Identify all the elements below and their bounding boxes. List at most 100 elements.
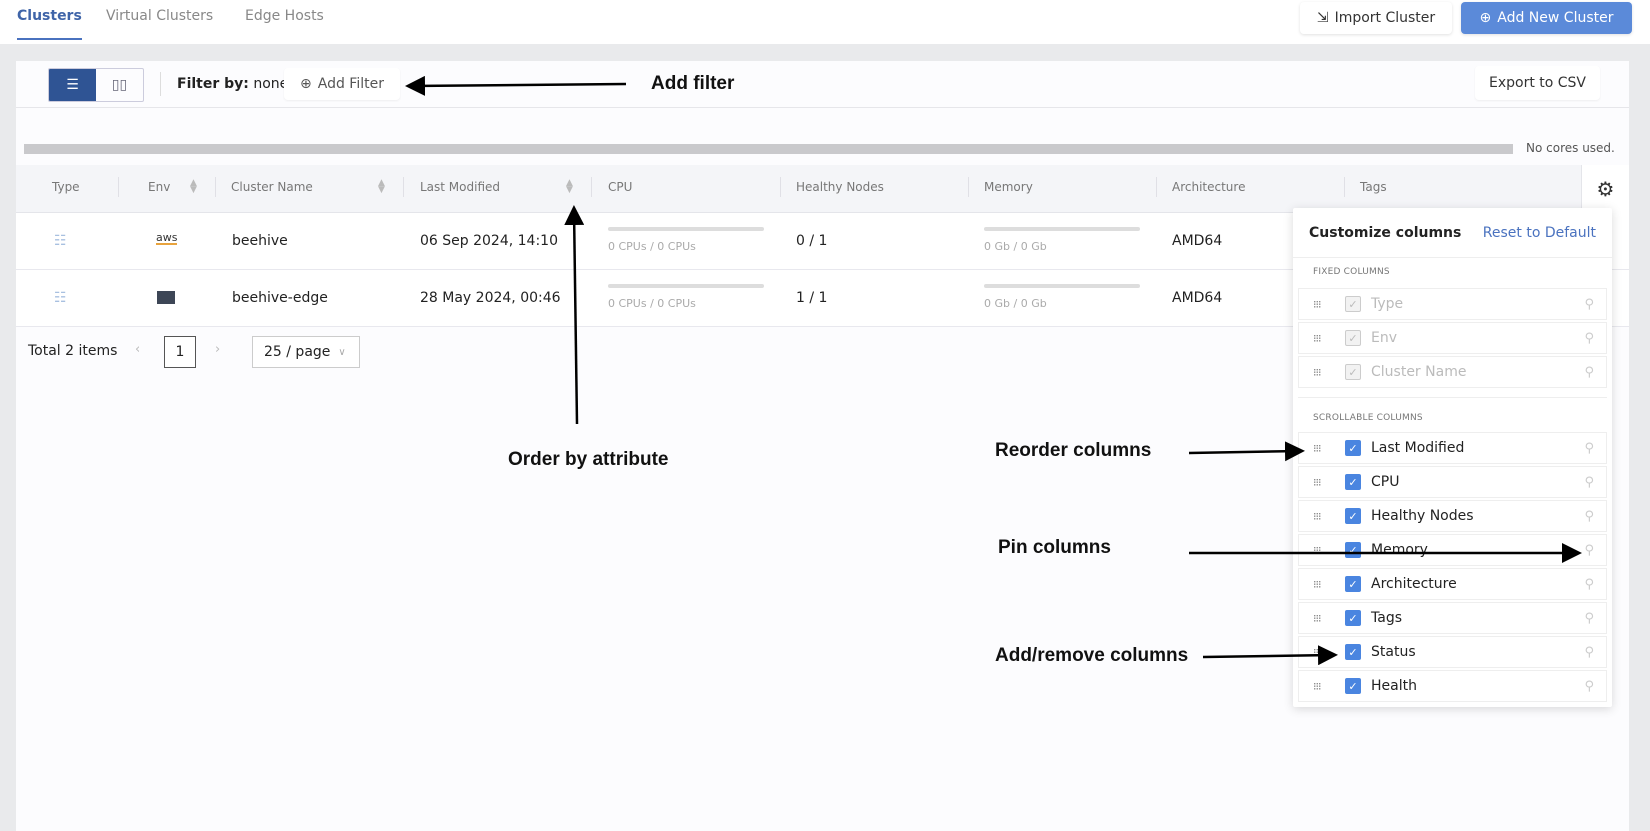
drag-handle-icon[interactable]: ⁝⁝⁝: [1313, 331, 1322, 345]
column-checkbox[interactable]: ✓: [1345, 440, 1361, 456]
filter-status: Filter by: none: [177, 76, 289, 92]
drag-handle-icon[interactable]: ⁝⁝⁝: [1313, 543, 1322, 557]
table-header: [16, 165, 1629, 213]
column-option[interactable]: ⁝⁝⁝ ✓ Env ⚲: [1298, 322, 1607, 354]
pin-icon[interactable]: ⚲: [1584, 330, 1594, 346]
drag-handle-icon[interactable]: ⁝⁝⁝: [1313, 611, 1322, 625]
column-option[interactable]: ⁝⁝⁝ ✓ Type ⚲: [1298, 288, 1607, 320]
cluster-name[interactable]: beehive-edge: [232, 290, 328, 306]
drag-handle-icon[interactable]: ⁝⁝⁝: [1313, 509, 1322, 523]
column-header-last-modified[interactable]: Last Modified: [420, 180, 501, 194]
page-size-select[interactable]: 25 / page ∨: [252, 336, 360, 368]
pin-icon[interactable]: ⚲: [1584, 296, 1594, 312]
column-option[interactable]: ⁝⁝⁝ ✓ Healthy Nodes ⚲: [1298, 500, 1607, 532]
list-view-icon[interactable]: ☰: [49, 69, 96, 101]
column-header-cpu: CPU: [608, 180, 633, 194]
column-option[interactable]: ⁝⁝⁝ ✓ Architecture ⚲: [1298, 568, 1607, 600]
column-checkbox: ✓: [1345, 330, 1361, 346]
gear-icon[interactable]: ⚙: [1581, 165, 1629, 213]
column-header-cluster-name[interactable]: Cluster Name: [231, 180, 313, 194]
divider: [1298, 397, 1607, 398]
annotation-reorder: Reorder columns: [995, 440, 1152, 461]
column-checkbox: ✓: [1345, 364, 1361, 380]
drag-handle-icon[interactable]: ⁝⁝⁝: [1313, 297, 1322, 311]
add-filter-button[interactable]: ⊕ Add Filter: [284, 68, 400, 100]
column-option[interactable]: ⁝⁝⁝ ✓ Status ⚲: [1298, 636, 1607, 668]
import-cluster-button[interactable]: ⇲ Import Cluster: [1300, 2, 1452, 34]
sort-icon[interactable]: ▲ ▼: [378, 178, 385, 195]
last-modified: 06 Sep 2024, 14:10: [420, 233, 558, 249]
column-separator: [591, 177, 592, 197]
column-option[interactable]: ⁝⁝⁝ ✓ Health ⚲: [1298, 670, 1607, 702]
cores-usage-text: No cores used.: [1526, 141, 1615, 155]
sort-icon[interactable]: ▲ ▼: [190, 178, 197, 195]
column-option[interactable]: ⁝⁝⁝ ✓ Tags ⚲: [1298, 602, 1607, 634]
drag-handle-icon[interactable]: ⁝⁝⁝: [1313, 577, 1322, 591]
cpu-usage: 0 CPUs / 0 CPUs: [608, 240, 696, 253]
column-header-type: Type: [52, 180, 80, 194]
arrow-reorder: [1188, 441, 1305, 462]
export-csv-button[interactable]: Export to CSV: [1475, 66, 1600, 100]
divider: [1293, 257, 1612, 258]
drag-handle-icon[interactable]: ⁝⁝⁝: [1313, 645, 1322, 659]
drag-handle-icon[interactable]: ⁝⁝⁝: [1313, 365, 1322, 379]
cpu-usage-bar: [608, 284, 764, 288]
fixed-columns-heading: FIXED COLUMNS: [1313, 267, 1390, 277]
pin-icon[interactable]: ⚲: [1584, 644, 1594, 660]
pin-icon[interactable]: ⚲: [1584, 508, 1594, 524]
column-option-label: CPU: [1371, 474, 1400, 490]
panel-title: Customize columns: [1309, 225, 1462, 241]
drag-handle-icon[interactable]: ⁝⁝⁝: [1313, 679, 1322, 693]
plus-circle-icon: ⊕: [300, 76, 312, 92]
pin-icon[interactable]: ⚲: [1584, 610, 1594, 626]
tab-virtual-clusters[interactable]: Virtual Clusters: [106, 8, 214, 24]
pin-icon[interactable]: ⚲: [1584, 576, 1594, 592]
column-header-env[interactable]: Env: [148, 180, 171, 194]
column-option[interactable]: ⁝⁝⁝ ✓ Cluster Name ⚲: [1298, 356, 1607, 388]
column-checkbox[interactable]: ✓: [1345, 474, 1361, 490]
column-option[interactable]: ⁝⁝⁝ ✓ Last Modified ⚲: [1298, 432, 1607, 464]
column-option-label: Type: [1371, 296, 1404, 312]
column-header-architecture: Architecture: [1172, 180, 1246, 194]
column-checkbox[interactable]: ✓: [1345, 678, 1361, 694]
last-modified: 28 May 2024, 00:46: [420, 290, 561, 306]
column-checkbox[interactable]: ✓: [1345, 576, 1361, 592]
page-1-button[interactable]: 1: [164, 336, 196, 368]
pin-icon[interactable]: ⚲: [1584, 474, 1594, 490]
chevron-down-icon: ∨: [338, 346, 346, 358]
tab-clusters[interactable]: Clusters: [17, 8, 82, 40]
toolbar-divider: [16, 107, 1629, 108]
tab-edge-hosts[interactable]: Edge Hosts: [245, 8, 324, 24]
cluster-type-icon: ☷: [54, 233, 67, 249]
column-header-healthy-nodes: Healthy Nodes: [796, 180, 884, 194]
arrow-add-filter: [405, 75, 627, 96]
pin-icon[interactable]: ⚲: [1584, 542, 1594, 558]
column-option[interactable]: ⁝⁝⁝ ✓ CPU ⚲: [1298, 466, 1607, 498]
pin-icon[interactable]: ⚲: [1584, 440, 1594, 456]
reset-to-default-link[interactable]: Reset to Default: [1482, 225, 1596, 241]
sort-icon[interactable]: ▲ ▼: [566, 178, 573, 195]
column-separator: [968, 177, 969, 197]
pin-icon[interactable]: ⚲: [1584, 678, 1594, 694]
column-checkbox[interactable]: ✓: [1345, 508, 1361, 524]
healthy-nodes: 0 / 1: [796, 233, 828, 249]
add-new-cluster-button[interactable]: ⊕ Add New Cluster: [1461, 2, 1632, 34]
cluster-name[interactable]: beehive: [232, 233, 288, 249]
pin-icon[interactable]: ⚲: [1584, 364, 1594, 380]
architecture: AMD64: [1172, 290, 1223, 306]
map-view-icon[interactable]: ▯▯: [111, 77, 128, 93]
column-option-label: Health: [1371, 678, 1417, 694]
drag-handle-icon[interactable]: ⁝⁝⁝: [1313, 441, 1322, 455]
column-option-label: Last Modified: [1371, 440, 1465, 456]
view-toggle[interactable]: ☰ ▯▯: [48, 68, 144, 102]
cpu-usage-bar: [608, 227, 764, 231]
prev-page-icon[interactable]: ‹: [135, 342, 141, 357]
drag-handle-icon[interactable]: ⁝⁝⁝: [1313, 475, 1322, 489]
scrollable-columns-heading: SCROLLABLE COLUMNS: [1313, 413, 1423, 423]
next-page-icon[interactable]: ›: [215, 342, 221, 357]
column-checkbox[interactable]: ✓: [1345, 644, 1361, 660]
column-checkbox[interactable]: ✓: [1345, 610, 1361, 626]
column-header-memory: Memory: [984, 180, 1033, 194]
customize-columns-panel: Customize columns Reset to Default FIXED…: [1293, 208, 1612, 707]
